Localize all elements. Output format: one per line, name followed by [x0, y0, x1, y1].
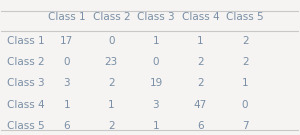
Text: 2: 2 — [197, 57, 204, 67]
Text: 1: 1 — [108, 99, 115, 109]
Text: 0: 0 — [242, 99, 248, 109]
Text: 1: 1 — [153, 121, 159, 131]
Text: Class 1: Class 1 — [48, 12, 86, 22]
Text: Class 2: Class 2 — [7, 57, 45, 67]
Text: 2: 2 — [108, 121, 115, 131]
Text: 17: 17 — [60, 36, 74, 46]
Text: 1: 1 — [64, 99, 70, 109]
Text: 1: 1 — [153, 36, 159, 46]
Text: 3: 3 — [64, 78, 70, 88]
Text: 0: 0 — [64, 57, 70, 67]
Text: Class 5: Class 5 — [7, 121, 45, 131]
Text: 23: 23 — [105, 57, 118, 67]
Text: 47: 47 — [194, 99, 207, 109]
Text: 7: 7 — [242, 121, 248, 131]
Text: 19: 19 — [149, 78, 163, 88]
Text: Class 4: Class 4 — [182, 12, 219, 22]
Text: 6: 6 — [64, 121, 70, 131]
Text: 1: 1 — [197, 36, 204, 46]
Text: 3: 3 — [153, 99, 159, 109]
Text: 2: 2 — [242, 36, 248, 46]
Text: 2: 2 — [197, 78, 204, 88]
Text: Class 3: Class 3 — [7, 78, 45, 88]
Text: 6: 6 — [197, 121, 204, 131]
Text: Class 3: Class 3 — [137, 12, 175, 22]
Text: 2: 2 — [108, 78, 115, 88]
Text: Class 2: Class 2 — [92, 12, 130, 22]
Text: Class 1: Class 1 — [7, 36, 45, 46]
Text: 0: 0 — [108, 36, 115, 46]
Text: Class 5: Class 5 — [226, 12, 264, 22]
Text: 1: 1 — [242, 78, 248, 88]
Text: 2: 2 — [242, 57, 248, 67]
Text: Class 4: Class 4 — [7, 99, 45, 109]
Text: 0: 0 — [153, 57, 159, 67]
